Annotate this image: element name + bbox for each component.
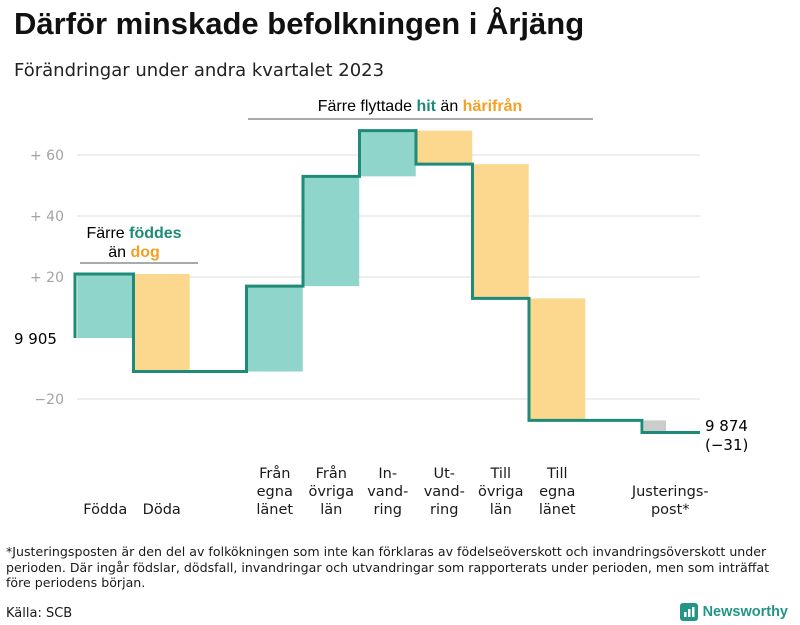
bar-layer [77, 130, 666, 433]
bar-8 [529, 298, 586, 421]
brand-name: Newsworthy [702, 604, 788, 620]
start-value-label: 9 905 [14, 330, 57, 348]
bar-1 [133, 273, 190, 372]
category-label-8-0: Till [546, 466, 568, 482]
category-label-10-1: post* [651, 502, 690, 518]
chart-title: Därför minskade befolkningen i Årjäng [14, 6, 585, 41]
category-label-4-1: övriga [308, 484, 354, 500]
label-layer: Födda Döda Från egna länet Från övriga län In-va… [83, 465, 708, 518]
bar-3 [246, 286, 303, 372]
end-value-label: 9 874 [705, 417, 748, 435]
bar-5 [359, 130, 416, 177]
footnote: *Justeringsposten är den del av folkökni… [6, 544, 770, 591]
y-tick-label-0: + 60 [30, 148, 64, 164]
newsworthy-logo-icon [679, 603, 698, 621]
birth-annotation-line1: Färre föddes [86, 225, 181, 242]
bar-6 [416, 130, 473, 165]
source-label: Källa: SCB [6, 606, 73, 621]
migration-annotation-prefix: Färre flyttade [318, 98, 417, 115]
birth-annotation-prefix: Färre [86, 225, 129, 242]
brand-logo[interactable]: Newsworthy [679, 603, 788, 621]
category-label-5-0: In- [378, 466, 397, 482]
category-label-6-0: Ut- [433, 466, 455, 482]
category-label-7-1: övriga [478, 484, 524, 500]
category-label-0-0: Födda [83, 502, 127, 518]
migration-annotation-mid: än [436, 98, 463, 115]
category-label-3-1: egna [257, 484, 293, 500]
migration-annotation-harifran: härifrån [463, 97, 523, 115]
category-label-8-2: länet [539, 502, 576, 518]
chart-subtitle: Förändringar under andra kvartalet 2023 [14, 60, 385, 81]
waterfall-chart: + 60 + 40 + 20 −20 Födda Döda Från egna länet Fr… [14, 97, 748, 518]
category-label-6-1: vand- [424, 484, 465, 500]
step-line [73, 129, 700, 435]
category-label-8-1: egna [539, 484, 575, 500]
category-label-5-2: ring [374, 502, 402, 518]
birth-annotation-line2: än dog [108, 244, 160, 261]
bar-7 [472, 164, 529, 299]
y-tick-label-1: + 40 [30, 209, 64, 225]
bar-0 [77, 273, 134, 338]
category-label-1-0: Döda [143, 502, 181, 518]
y-tick-label-2: + 20 [30, 270, 64, 286]
birth-annotation-foddes: föddes [129, 225, 182, 242]
category-label-5-1: vand- [367, 484, 408, 500]
category-label-3-0: Från [259, 465, 290, 482]
bar-10 [644, 420, 666, 433]
migration-annotation-hit: hit [416, 98, 436, 115]
birth-annotation-an: än [108, 244, 130, 261]
category-label-10-0: Justerings- [631, 484, 709, 500]
migration-annotation: Färre flyttade hit än härifrån [318, 97, 523, 115]
bar-4 [303, 176, 360, 287]
category-label-7-0: Till [490, 466, 512, 482]
category-label-4-0: Från [316, 465, 347, 482]
category-label-6-2: ring [430, 502, 458, 518]
category-label-3-2: länet [256, 502, 293, 518]
category-label-4-2: län [320, 502, 342, 518]
birth-annotation-dog: dog [130, 244, 159, 261]
end-change-label: (−31) [705, 436, 748, 454]
category-label-7-2: län [490, 502, 512, 518]
y-tick-label-3: −20 [34, 392, 64, 408]
